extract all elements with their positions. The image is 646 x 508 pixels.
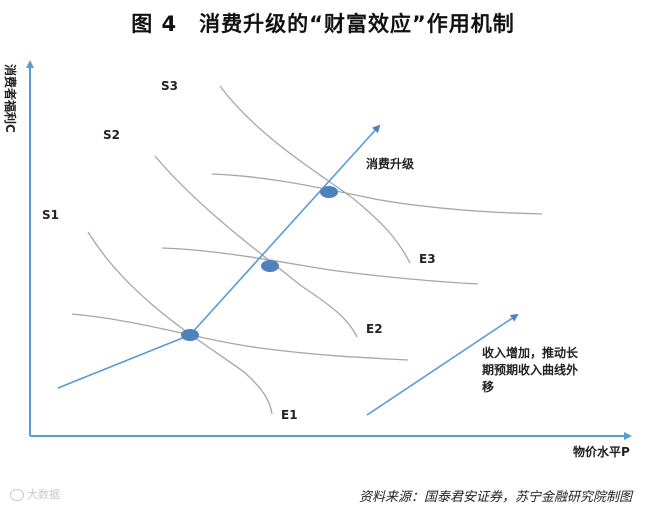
label-s1: S1 [42, 208, 59, 222]
watermark-text: 大数据 [27, 488, 60, 501]
curve-s3 [211, 173, 543, 215]
watermark-logo-icon [10, 489, 24, 501]
curve-s2 [161, 247, 479, 285]
curve-s1 [71, 313, 409, 361]
income-note-line-2: 期预期收入曲线外 [482, 362, 578, 377]
equilibrium-point-1 [181, 329, 199, 341]
curve-e3 [219, 85, 411, 264]
equilibrium-point-2 [261, 260, 279, 272]
equilibrium-point-3 [320, 186, 338, 198]
income-shift-arrow [366, 313, 519, 416]
curve-e1 [87, 231, 273, 415]
watermark: 大数据 [10, 486, 60, 502]
source-note: 资料来源：国泰君安证券，苏宁金融研究院制图 [358, 490, 632, 505]
label-e2: E2 [366, 322, 383, 336]
income-note-line-1: 收入增加，推动长 [482, 345, 579, 360]
label-e1: E1 [281, 408, 298, 422]
label-s2: S2 [103, 128, 120, 142]
label-e3: E3 [419, 252, 436, 266]
label-s3: S3 [161, 79, 178, 93]
income-note-line-3: 移 [482, 379, 494, 394]
label-consumption-upgrade: 消费升级 [366, 156, 414, 171]
upgrade-path-lower [57, 334, 191, 389]
curve-e2 [154, 155, 358, 338]
x-axis-label: 物价水平P [573, 444, 630, 459]
y-axis-label: 消费者福利C [3, 64, 18, 133]
figure-title: 图 4 消费升级的“财富效应”作用机制 [131, 12, 515, 36]
upgrade-path-upper [189, 124, 381, 336]
